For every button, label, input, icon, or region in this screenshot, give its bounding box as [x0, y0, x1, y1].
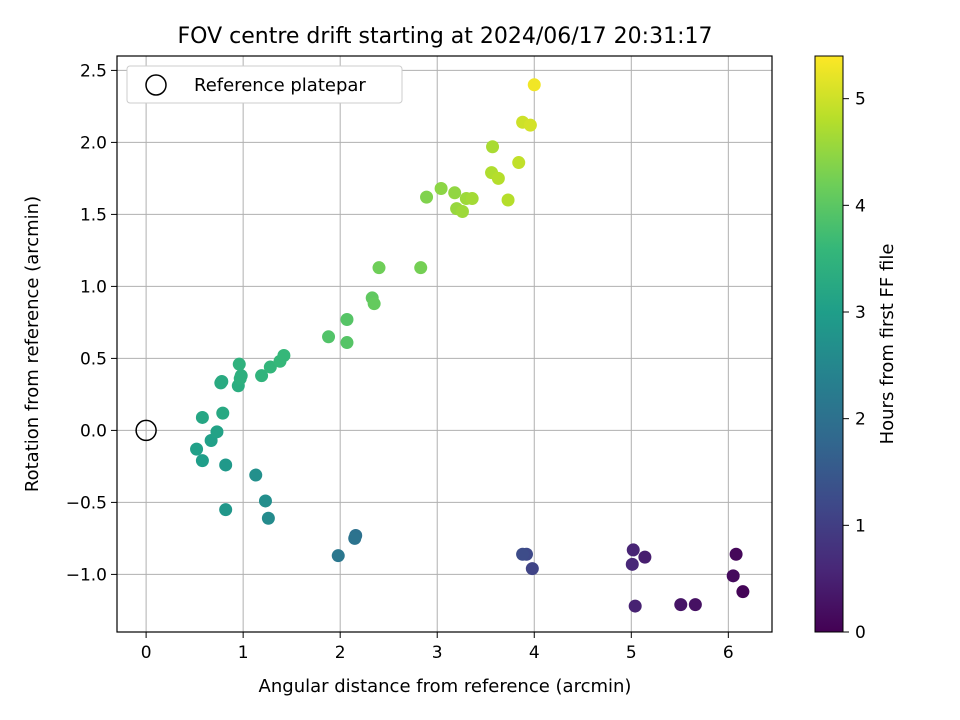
y-tick-label: 1.5 [80, 205, 107, 225]
data-point [523, 118, 537, 132]
data-point [512, 156, 526, 170]
x-tick-label: 2 [335, 643, 346, 663]
colorbar-gradient [814, 55, 844, 633]
y-axis-label: Rotation from reference (arcmin) [22, 196, 43, 492]
data-point [516, 547, 530, 561]
x-tick-label: 5 [626, 643, 637, 663]
data-point [729, 547, 743, 561]
y-tick-label: 0.0 [80, 421, 107, 441]
legend-marker [145, 74, 167, 96]
reference-platepar-marker [135, 419, 157, 442]
data-point [331, 549, 345, 563]
data-points [190, 78, 750, 613]
data-point [674, 598, 688, 612]
data-point [491, 171, 505, 185]
data-point [322, 330, 336, 344]
data-point [434, 181, 448, 195]
y-tick-label: 2.5 [80, 61, 107, 81]
data-point [261, 511, 275, 525]
colorbar-label: Hours from first FF file [877, 244, 898, 445]
data-point [340, 313, 354, 327]
data-point [233, 372, 247, 386]
data-point [232, 357, 246, 371]
data-point [372, 261, 386, 275]
y-axis-ticks: −1.0 −0.5 0.0 0.5 1.0 1.5 2.0 2.5 [66, 61, 117, 585]
x-tick-label: 1 [238, 643, 249, 663]
data-point [210, 425, 224, 439]
legend-label: Reference platepar [194, 75, 366, 96]
data-point [448, 186, 462, 200]
colorbar-tick-label: 2 [855, 410, 866, 430]
data-point [215, 374, 229, 388]
data-point [263, 360, 277, 374]
x-tick-label: 3 [432, 643, 443, 663]
grid-lines [117, 56, 772, 632]
data-point [736, 585, 750, 599]
data-point [367, 297, 381, 311]
data-point [525, 562, 539, 576]
data-point [195, 454, 209, 468]
data-point [501, 193, 515, 207]
colorbar-ticks: 0 1 2 3 4 5 [843, 90, 866, 643]
x-tick-label: 4 [529, 643, 540, 663]
y-tick-label: −1.0 [66, 565, 107, 585]
data-point [486, 140, 500, 154]
data-point [190, 442, 204, 456]
colorbar-tick-label: 5 [855, 90, 866, 110]
colorbar-tick-label: 1 [855, 516, 866, 536]
data-point [340, 336, 354, 350]
y-tick-label: 1.0 [80, 277, 107, 297]
data-point [414, 261, 428, 275]
data-point [216, 406, 230, 420]
colorbar-tick-label: 4 [855, 196, 866, 216]
x-tick-label: 0 [141, 643, 152, 663]
data-point [258, 494, 272, 508]
x-tick-label: 6 [723, 643, 734, 663]
y-tick-label: 2.0 [80, 133, 107, 153]
x-axis-ticks: 0 1 2 3 4 5 6 [141, 632, 734, 663]
y-tick-label: −0.5 [66, 493, 107, 513]
data-point [527, 78, 541, 92]
data-point [420, 190, 434, 204]
colorbar-tick-label: 3 [855, 303, 866, 323]
data-point [255, 369, 269, 383]
data-point [219, 458, 233, 472]
data-point [625, 557, 639, 571]
data-point [195, 410, 209, 424]
data-point [249, 468, 263, 482]
data-point [348, 531, 362, 545]
data-point [628, 599, 642, 613]
chart-title: FOV centre drift starting at 2024/06/17 … [178, 24, 713, 49]
colorbar-tick-label: 0 [855, 623, 866, 643]
legend: Reference platepar [126, 65, 403, 104]
data-point [688, 598, 702, 612]
data-point [219, 503, 233, 517]
plot-frame [116, 55, 773, 633]
x-axis-label: Angular distance from reference (arcmin) [259, 676, 632, 697]
data-point [277, 349, 291, 363]
colorbar: 0 1 2 3 4 5 Hours from first FF file [814, 55, 898, 643]
data-point [638, 550, 652, 564]
data-point [726, 569, 740, 583]
data-point [455, 205, 469, 219]
data-point [626, 543, 640, 557]
data-point [465, 192, 479, 206]
y-tick-label: 0.5 [80, 349, 107, 369]
legend-box [126, 65, 403, 104]
